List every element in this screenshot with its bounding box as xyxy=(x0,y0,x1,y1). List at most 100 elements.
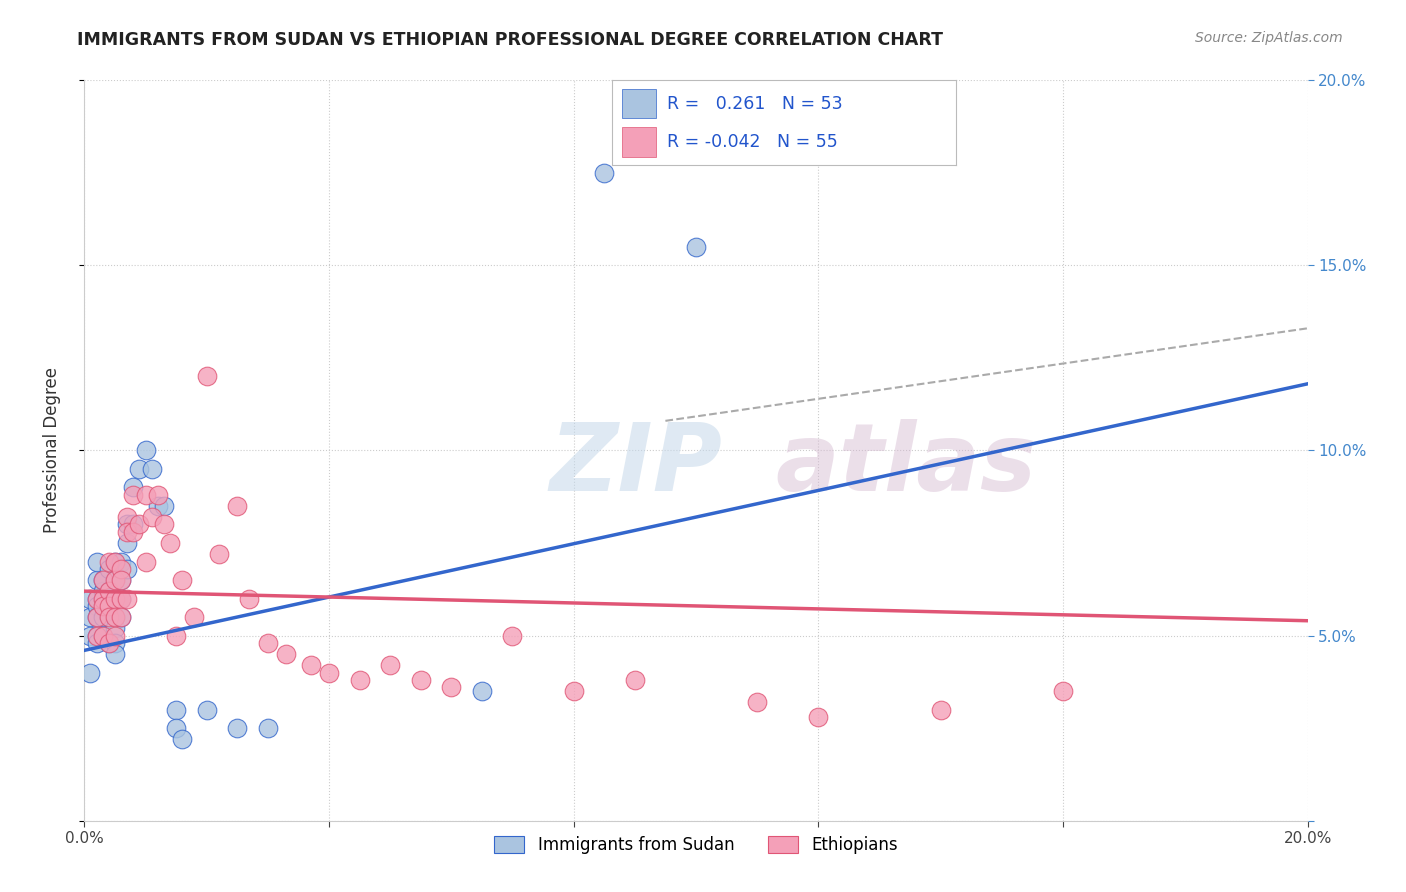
Point xyxy=(97,554,120,569)
Point xyxy=(97,610,120,624)
Point xyxy=(110,610,132,624)
Legend: Immigrants from Sudan, Ethiopians: Immigrants from Sudan, Ethiopians xyxy=(488,829,904,861)
Point xyxy=(91,573,114,587)
Point xyxy=(440,681,463,695)
Y-axis label: Professional Degree: Professional Degree xyxy=(42,368,60,533)
Point xyxy=(159,536,181,550)
Point xyxy=(562,684,585,698)
Point xyxy=(104,621,127,635)
Point xyxy=(115,562,138,576)
Point xyxy=(91,599,114,613)
Text: ZIP: ZIP xyxy=(550,419,723,511)
Point xyxy=(79,591,101,606)
Point xyxy=(409,673,432,687)
Point xyxy=(115,591,138,606)
Bar xyxy=(621,89,657,119)
Point xyxy=(807,710,830,724)
Point xyxy=(153,499,176,513)
Point xyxy=(86,599,108,613)
Point xyxy=(238,591,260,606)
Point xyxy=(79,628,101,642)
Point xyxy=(122,481,145,495)
Point xyxy=(128,462,150,476)
Point xyxy=(135,554,157,569)
Point xyxy=(195,703,218,717)
Point xyxy=(86,628,108,642)
Point xyxy=(128,517,150,532)
Point xyxy=(110,591,132,606)
Point xyxy=(257,636,280,650)
Point xyxy=(624,673,647,687)
Point xyxy=(104,573,127,587)
Point xyxy=(593,166,616,180)
Point xyxy=(86,591,108,606)
Point xyxy=(79,665,101,680)
Point xyxy=(91,628,114,642)
Point xyxy=(146,488,169,502)
Point xyxy=(104,636,127,650)
Point xyxy=(91,573,114,587)
Point xyxy=(97,636,120,650)
Point xyxy=(747,695,769,709)
Point xyxy=(195,369,218,384)
Point xyxy=(502,628,524,642)
Point xyxy=(91,599,114,613)
Point xyxy=(97,584,120,599)
Text: R = -0.042   N = 55: R = -0.042 N = 55 xyxy=(666,133,838,151)
Point xyxy=(104,591,127,606)
Point xyxy=(110,610,132,624)
Point xyxy=(104,610,127,624)
Point xyxy=(349,673,371,687)
Point xyxy=(104,647,127,661)
Point xyxy=(104,573,127,587)
Point xyxy=(183,610,205,624)
Point xyxy=(115,517,138,532)
Point xyxy=(122,524,145,539)
Point xyxy=(110,591,132,606)
Point xyxy=(91,584,114,599)
Point xyxy=(97,599,120,613)
Point xyxy=(299,658,322,673)
Point xyxy=(226,499,249,513)
Point xyxy=(86,628,108,642)
Point xyxy=(110,562,132,576)
Bar xyxy=(621,127,657,157)
Point xyxy=(146,499,169,513)
Point xyxy=(97,562,120,576)
Point xyxy=(135,443,157,458)
Point xyxy=(380,658,402,673)
Point xyxy=(97,584,120,599)
Point xyxy=(165,628,187,642)
Point xyxy=(115,536,138,550)
Point xyxy=(929,703,952,717)
Point xyxy=(91,628,114,642)
Point xyxy=(172,573,194,587)
Point xyxy=(91,591,114,606)
Point xyxy=(97,636,120,650)
Point xyxy=(86,610,108,624)
Point xyxy=(122,517,145,532)
Point xyxy=(104,554,127,569)
Point xyxy=(208,547,231,561)
Point xyxy=(318,665,340,680)
Point xyxy=(104,628,127,642)
Point xyxy=(91,610,114,624)
Text: IMMIGRANTS FROM SUDAN VS ETHIOPIAN PROFESSIONAL DEGREE CORRELATION CHART: IMMIGRANTS FROM SUDAN VS ETHIOPIAN PROFE… xyxy=(77,31,943,49)
Point xyxy=(141,462,163,476)
Point xyxy=(86,636,108,650)
Point xyxy=(86,573,108,587)
Point xyxy=(153,517,176,532)
Point xyxy=(86,554,108,569)
Point xyxy=(471,684,494,698)
Point xyxy=(141,510,163,524)
Point xyxy=(104,610,127,624)
Point xyxy=(97,610,120,624)
Point xyxy=(86,610,108,624)
Point xyxy=(172,732,194,747)
Point xyxy=(97,591,120,606)
Point xyxy=(97,599,120,613)
Point xyxy=(165,721,187,735)
Point xyxy=(91,591,114,606)
Point xyxy=(226,721,249,735)
Point xyxy=(165,703,187,717)
